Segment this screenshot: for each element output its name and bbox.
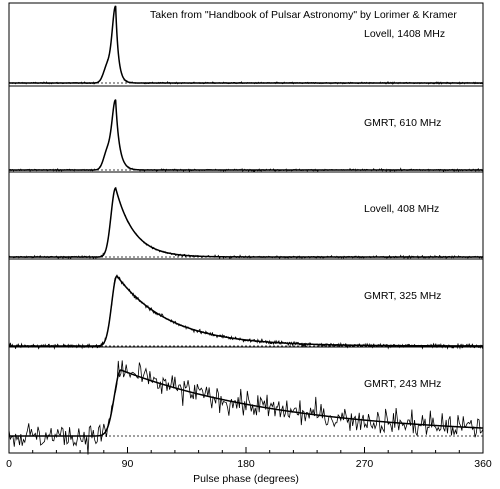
model-curves [9,6,483,436]
observed-profile-curve [9,101,483,172]
panel-label: GMRT, 325 MHz [364,290,441,302]
panel-label: Lovell, 1408 MHz [364,28,445,40]
x-tick-label: 180 [237,458,255,470]
observed-profile-curve [9,275,483,349]
x-tick-label: 90 [122,458,134,470]
model-profile-curve [9,100,483,170]
x-axis-tick-labels: 0 90 180 270 360 [6,458,492,470]
model-profile-curve [9,188,483,257]
figure-credit: Taken from "Handbook of Pulsar Astronomy… [150,9,457,21]
model-profile-curve [9,276,483,346]
panel-label: GMRT, 243 MHz [364,378,441,390]
x-tick-label: 360 [474,458,492,470]
panel-label: Lovell, 408 MHz [364,203,439,215]
x-tick-label: 0 [6,458,12,470]
x-tick-label: 270 [356,458,374,470]
panel-label: GMRT, 610 MHz [364,117,441,129]
observed-profile-curve [9,188,483,258]
x-axis-ticks [9,447,483,453]
observed-profile-curve [9,360,483,454]
x-axis-label: Pulse phase (degrees) [193,473,299,485]
